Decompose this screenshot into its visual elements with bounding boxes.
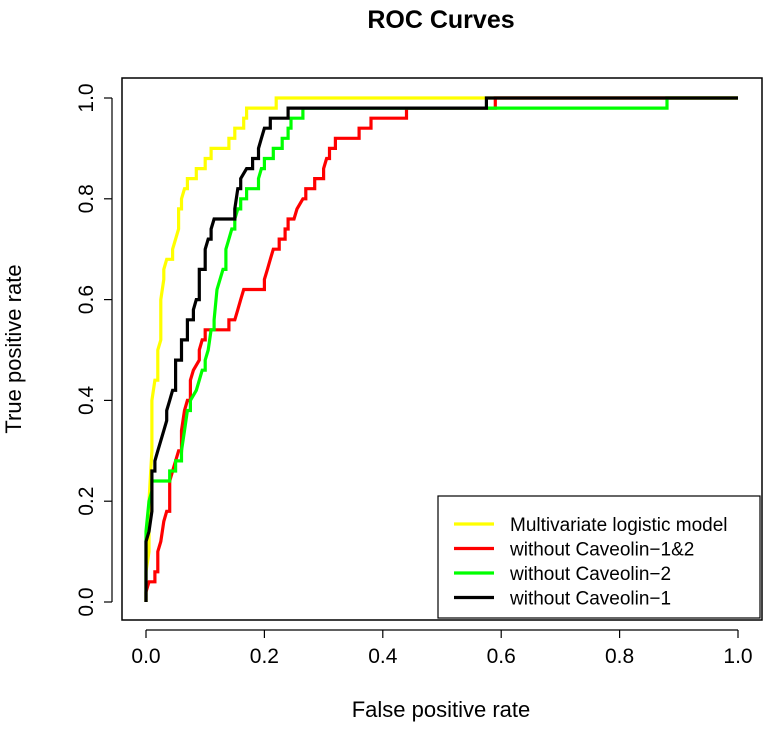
y-tick-label: 0.4 <box>75 385 98 415</box>
y-tick-label: 0.2 <box>75 487 98 516</box>
y-tick-label: 0.6 <box>75 285 98 314</box>
y-tick-label: 1.0 <box>75 83 98 112</box>
x-axis: 0.0 0.2 0.4 0.6 0.8 1.0 <box>131 629 753 668</box>
y-tick-label: 0.8 <box>75 184 98 213</box>
legend-entry-label: without Caveolin−2 <box>509 564 671 585</box>
plot-frame <box>121 77 763 621</box>
series-layer <box>144 96 738 602</box>
x-tick-label: 0.2 <box>250 645 279 668</box>
legend-entry-label: Multivariate logistic model <box>510 515 728 536</box>
series-line-without-caveolin-1 <box>144 96 738 602</box>
series-line-without-caveolin-2 <box>144 96 738 602</box>
legend-entry-label: without Caveolin−1 <box>509 589 671 610</box>
y-axis: 0.0 0.2 0.4 0.6 0.8 1.0 <box>75 83 113 617</box>
x-tick-label: 0.6 <box>487 645 516 668</box>
y-axis-label: True positive rate <box>1 264 26 433</box>
legend-entry-label: without Caveolin−1&2 <box>509 540 694 561</box>
series-line-multivariate-logistic-model <box>144 96 738 602</box>
y-tick-label: 0.0 <box>75 587 98 616</box>
x-tick-label: 0.8 <box>605 645 634 668</box>
x-axis-label: False positive rate <box>352 697 531 722</box>
x-tick-label: 1.0 <box>723 645 752 668</box>
x-tick-label: 0.4 <box>368 645 398 668</box>
x-tick-label: 0.0 <box>131 645 160 668</box>
legend: Multivariate logistic model without Caveo… <box>437 495 761 619</box>
chart-title: ROC Curves <box>367 6 514 34</box>
